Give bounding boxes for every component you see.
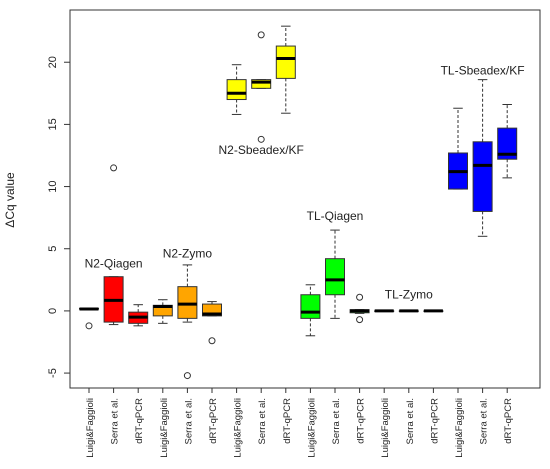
- x-tick-label: Luigi&Faggioli: [454, 398, 465, 458]
- outlier-point: [85, 322, 93, 330]
- x-tick-label: dRT-qPCR: [356, 398, 367, 444]
- box-body: [472, 141, 493, 212]
- box-3: [128, 304, 149, 327]
- x-tick-label: Luigi&Faggioli: [85, 398, 96, 458]
- y-axis: -5 0 5 10 15 20: [47, 56, 70, 378]
- box-14: [398, 309, 419, 313]
- box-1: [79, 307, 99, 330]
- y-tick-label: 10: [47, 180, 59, 192]
- x-tick-label: dRT-qPCR: [503, 398, 514, 444]
- box-series: [79, 25, 518, 380]
- x-axis: Luigi&Faggioli Serra et al. dRT-qPCR Luigi&…: [85, 388, 514, 458]
- box-4: [152, 299, 173, 324]
- box-18: [497, 104, 518, 179]
- group-label-5: TL-Zymo: [385, 287, 433, 301]
- box-13: [374, 309, 395, 313]
- box-body: [251, 79, 272, 89]
- outlier-point: [356, 316, 364, 324]
- x-tick-label: Serra et al.: [479, 398, 490, 444]
- group-labels: N2-Qiagen N2-Zymo N2-Sbeadex/KF TL-Qiagen TL…: [85, 64, 525, 302]
- box-body: [325, 258, 345, 296]
- x-tick-label: Serra et al.: [405, 398, 416, 444]
- x-tick-label: dRT-qPCR: [134, 398, 145, 444]
- y-axis-label: ΔCq value: [3, 172, 17, 228]
- y-tick-label: 5: [47, 246, 59, 252]
- box-9: [275, 25, 296, 114]
- x-tick-label: dRT-qPCR: [282, 398, 293, 444]
- box-15: [423, 309, 444, 313]
- group-label-2: N2-Zymo: [163, 246, 213, 260]
- x-tick-label: dRT-qPCR: [429, 398, 440, 444]
- outlier-point: [356, 293, 364, 301]
- outlier-point: [257, 135, 265, 143]
- plot-frame: [69, 9, 541, 389]
- box-8: [251, 31, 272, 143]
- x-tick-label: Serra et al.: [331, 398, 342, 444]
- box-body: [497, 127, 518, 160]
- group-label-6: TL-Sbeadex/KF: [441, 64, 525, 78]
- box-body: [275, 45, 296, 79]
- box-body: [177, 286, 198, 319]
- x-tick-label: Serra et al.: [257, 398, 268, 444]
- box-body: [202, 303, 222, 317]
- box-2: [103, 164, 124, 326]
- group-label-3: N2-Sbeadex/KF: [219, 143, 304, 157]
- y-tick-label: 20: [47, 56, 59, 68]
- y-tick-label: -5: [47, 368, 59, 378]
- box-6: [202, 301, 222, 345]
- box-12: [349, 293, 370, 324]
- box-16: [448, 107, 468, 190]
- x-tick-label: Luigi&Faggioli: [159, 398, 170, 458]
- outlier-point: [183, 372, 191, 380]
- outlier-point: [257, 31, 265, 39]
- box-11: [325, 229, 345, 319]
- x-tick-label: Serra et al.: [110, 398, 121, 444]
- box-body: [300, 294, 321, 319]
- y-tick-label: 0: [47, 308, 59, 314]
- x-tick-label: Luigi&Faggioli: [380, 398, 391, 458]
- box-17: [472, 79, 493, 237]
- box-10: [300, 284, 321, 337]
- outlier-point: [110, 164, 118, 172]
- box-7: [226, 64, 247, 115]
- group-label-1: N2-Qiagen: [85, 256, 143, 270]
- y-tick-label: 15: [47, 118, 59, 130]
- x-tick-label: Luigi&Faggioli: [233, 398, 244, 458]
- x-tick-label: Luigi&Faggioli: [306, 398, 317, 458]
- x-tick-label: dRT-qPCR: [208, 398, 219, 444]
- group-label-4: TL-Qiagen: [307, 209, 364, 223]
- box-5: [177, 264, 198, 380]
- x-tick-label: Serra et al.: [183, 398, 194, 444]
- box-body: [226, 79, 247, 101]
- outlier-point: [208, 337, 216, 345]
